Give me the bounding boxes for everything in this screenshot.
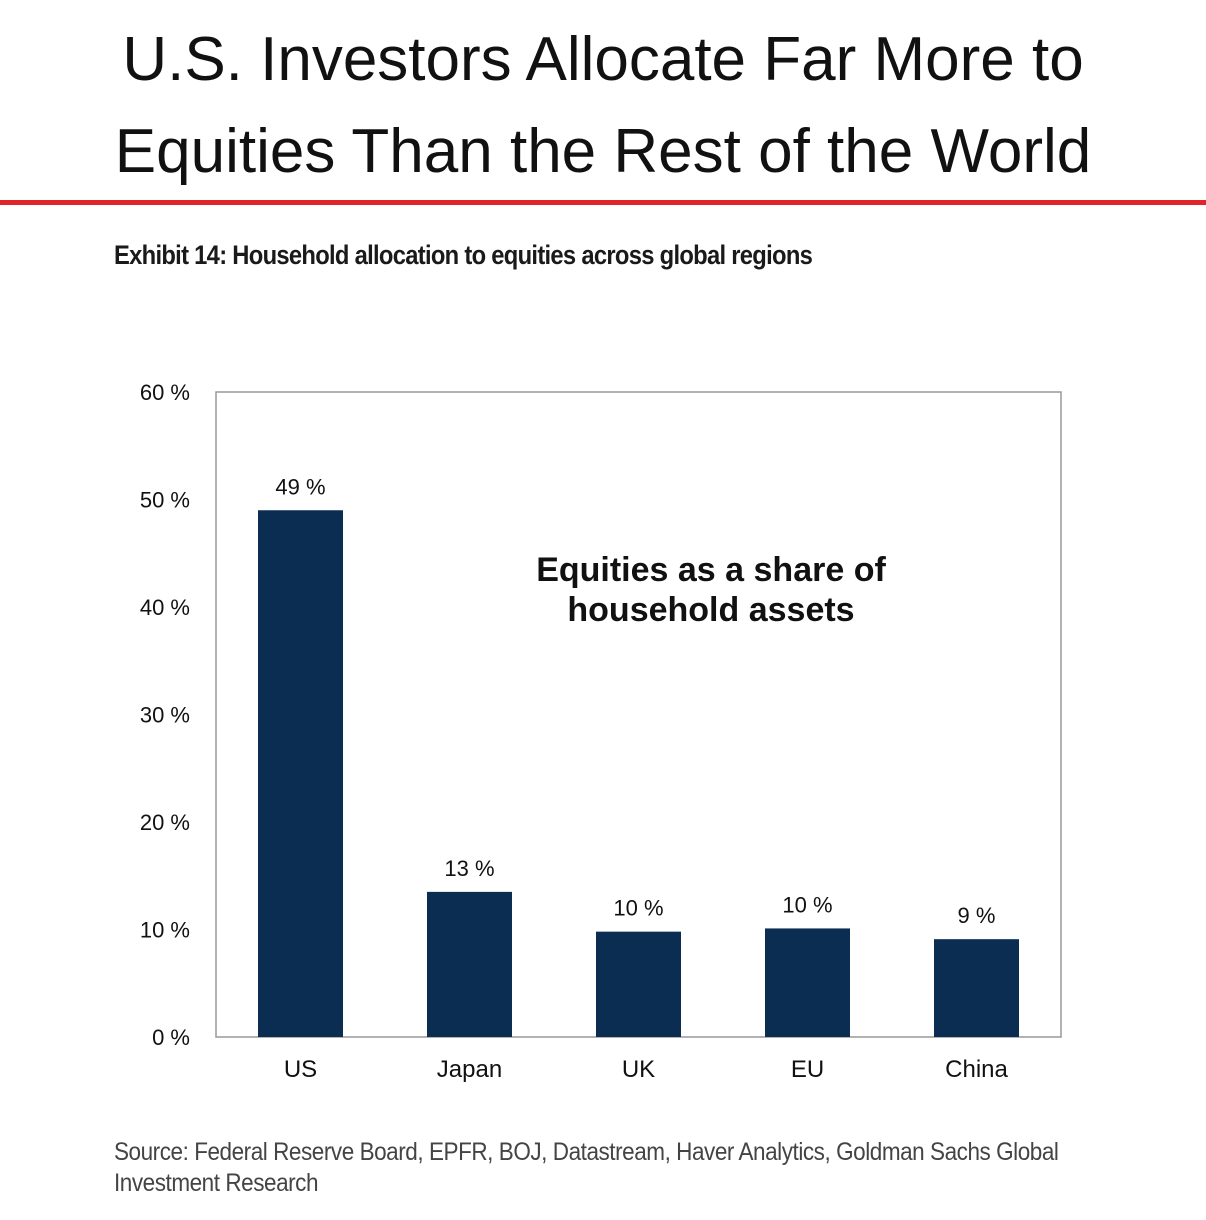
annotation-line-1: Equities as a share of (536, 551, 886, 589)
data-label: 9 % (958, 903, 996, 928)
headline-line-2: Equities Than the Rest of the World (114, 117, 1092, 186)
x-tick-label: Japan (437, 1056, 502, 1083)
bar-us (258, 510, 343, 1037)
y-tick-label: 0 % (152, 1025, 190, 1050)
bar-uk (596, 931, 681, 1037)
headline-line-1: U.S. Investors Allocate Far More to (122, 25, 1084, 94)
data-label: 13 % (444, 856, 494, 881)
annotation-line-2: household assets (567, 591, 854, 629)
bar-china (934, 939, 1019, 1037)
x-tick-label: US (284, 1056, 317, 1083)
data-label: 49 % (275, 474, 325, 499)
data-label: 10 % (782, 892, 832, 917)
equity-allocation-bar-chart: 0 % 10 % 20 % 30 % 40 % 50 % 60 % 49 % 13 % 10 %… (140, 380, 1062, 1083)
y-tick-label: 60 % (140, 380, 190, 405)
red-divider (0, 200, 1206, 205)
x-tick-label: UK (622, 1056, 655, 1083)
y-axis: 0 % 10 % 20 % 30 % 40 % 50 % 60 % (140, 380, 190, 1050)
source-line-1: Source: Federal Reserve Board, EPFR, BOJ… (114, 1138, 1059, 1166)
bar-series: 49 % 13 % 10 % 10 % 9 % (258, 474, 1019, 1037)
bar-eu (765, 928, 850, 1037)
bar-japan (427, 891, 512, 1037)
source-note: Source: Federal Reserve Board, EPFR, BOJ… (114, 1137, 1194, 1199)
x-tick-label: EU (791, 1056, 824, 1083)
data-label: 10 % (613, 896, 663, 921)
x-tick-label: China (945, 1056, 1008, 1083)
y-tick-label: 50 % (140, 488, 190, 513)
source-line-2: Investment Research (114, 1169, 319, 1197)
x-axis: US Japan UK EU China (284, 1056, 1009, 1083)
y-tick-label: 10 % (140, 918, 190, 943)
headline: U.S. Investors Allocate Far More to Equi… (0, 14, 1206, 198)
y-tick-label: 40 % (140, 595, 190, 620)
exhibit-title: Exhibit 14: Household allocation to equi… (114, 240, 813, 270)
y-tick-label: 20 % (140, 810, 190, 835)
y-tick-label: 30 % (140, 703, 190, 728)
